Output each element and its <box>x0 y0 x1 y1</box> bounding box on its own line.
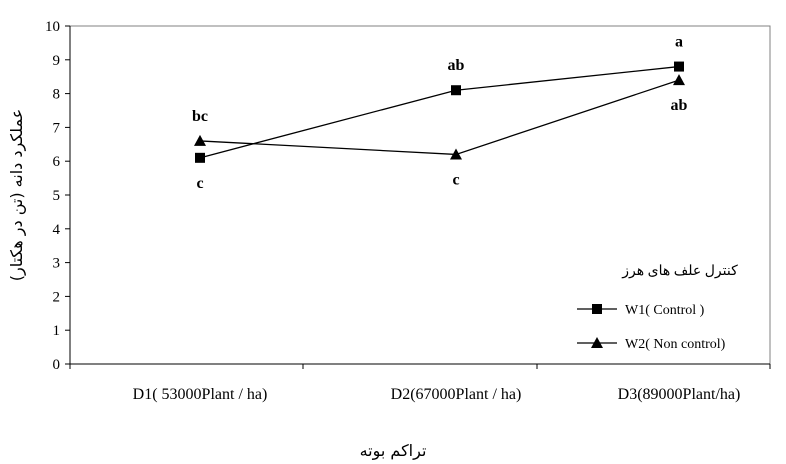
significance-label: a <box>675 34 683 51</box>
y-tick-label: 10 <box>45 19 60 35</box>
significance-label: ab <box>448 57 465 74</box>
y-tick-label: 9 <box>53 53 61 69</box>
y-axis-title: عملکرد دانه (تن در هکتار) <box>7 109 27 282</box>
x-category-label: D1( 53000Plant / ha) <box>133 386 268 403</box>
y-tick-label: 0 <box>53 357 61 373</box>
y-tick-label: 6 <box>53 154 61 170</box>
legend-label-1: W1( Control ) <box>625 303 705 318</box>
y-tick-label: 1 <box>53 323 61 339</box>
x-axis-ticks: D1( 53000Plant / ha) D2(67000Plant / ha) D… <box>69 364 771 403</box>
significance-label: bc <box>192 108 208 125</box>
legend-title: کنترل علف های هرز <box>621 264 738 279</box>
series-line-2 <box>199 79 680 156</box>
y-tick-label: 7 <box>53 120 61 136</box>
legend-items: W1( Control ) W2( Non control) <box>577 303 726 352</box>
x-axis-title: تراکم بوته <box>360 441 427 461</box>
series-1-point <box>674 61 684 72</box>
series-2-point <box>450 148 462 160</box>
y-axis-ticks: 0 1 2 3 4 5 6 7 8 9 10 <box>45 19 70 373</box>
significance-label: c <box>452 171 459 188</box>
x-category-label: D2(67000Plant / ha) <box>391 386 522 403</box>
series-1-point <box>451 85 461 96</box>
series-layer <box>194 61 685 163</box>
legend-marker-1 <box>592 304 602 314</box>
x-category-label: D3(89000Plant/ha) <box>618 386 741 403</box>
significance-labels: c ab a bc c ab <box>192 34 688 192</box>
significance-label: c <box>196 175 203 192</box>
series-2-point <box>194 134 206 146</box>
legend-label-2: W2( Non control) <box>625 337 726 352</box>
y-tick-label: 2 <box>53 289 61 305</box>
series-1-point <box>195 152 205 163</box>
y-tick-label: 5 <box>53 188 61 204</box>
y-tick-label: 8 <box>53 87 61 103</box>
y-tick-label: 4 <box>53 222 61 238</box>
legend: کنترل علف های هرز W1( Control ) W2( Non c… <box>577 264 738 352</box>
series-2-point <box>673 74 685 86</box>
legend-marker-2 <box>591 337 603 348</box>
y-tick-label: 3 <box>53 256 61 272</box>
significance-label: ab <box>671 97 688 114</box>
